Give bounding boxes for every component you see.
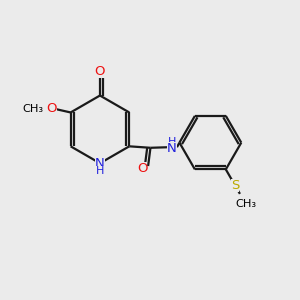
Text: S: S [231, 179, 239, 192]
Text: N: N [167, 142, 176, 155]
Text: O: O [46, 102, 57, 116]
Text: CH₃: CH₃ [23, 104, 44, 114]
Text: CH₃: CH₃ [235, 199, 256, 208]
Text: O: O [95, 65, 105, 78]
Text: H: H [167, 137, 176, 147]
Text: O: O [137, 163, 148, 176]
Text: H: H [96, 167, 104, 176]
Text: N: N [95, 157, 105, 170]
